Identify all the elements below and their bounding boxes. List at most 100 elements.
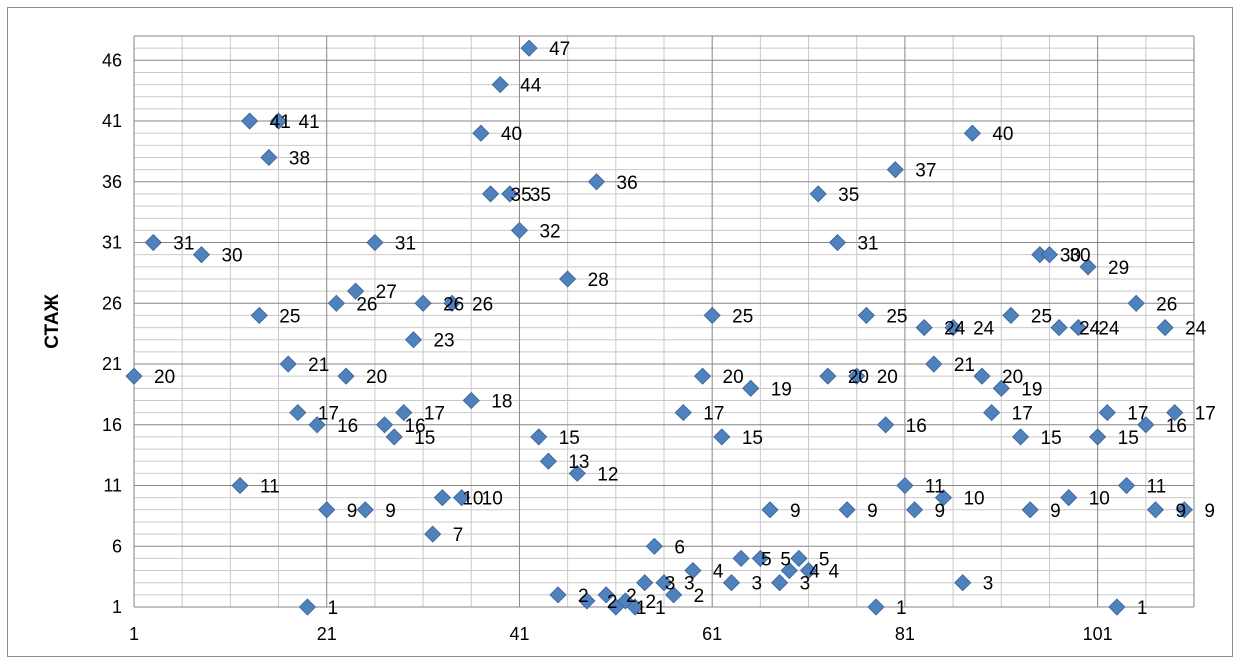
data-point [944, 319, 962, 337]
data-point [404, 331, 423, 349]
data-label: 1 [1137, 598, 1148, 619]
data-label: 17 [318, 404, 339, 425]
data-point [1166, 404, 1184, 422]
data-point [771, 574, 789, 592]
data-label: 17 [1195, 404, 1216, 425]
data-point [992, 379, 1010, 397]
data-label: 20 [848, 367, 869, 388]
data-label: 30 [1060, 246, 1081, 267]
data-label: 4 [809, 562, 820, 583]
data-label: 12 [597, 464, 618, 485]
data-label: 32 [539, 221, 560, 242]
data-point [877, 416, 895, 434]
data-label: 3 [800, 574, 811, 595]
data-label: 24 [973, 319, 995, 340]
data-point [925, 355, 943, 373]
data-label: 3 [684, 574, 695, 595]
data-label: 4 [713, 562, 724, 583]
y-tick-label: 16 [102, 415, 122, 435]
data-point [327, 294, 345, 312]
data-point [260, 148, 278, 167]
data-point [1002, 306, 1020, 324]
data-point [636, 574, 654, 592]
data-point [1021, 501, 1039, 519]
data-label: 25 [732, 306, 753, 327]
data-label: 7 [453, 525, 464, 546]
x-tick-label: 21 [317, 624, 337, 644]
data-point [732, 549, 750, 567]
data-point [828, 233, 847, 252]
data-label: 25 [886, 306, 907, 327]
data-label: 41 [270, 112, 291, 133]
y-tick-label: 1 [112, 597, 122, 617]
y-axis-title: СТАЖ [42, 293, 63, 348]
data-label: 21 [308, 355, 329, 376]
data-label: 24 [944, 319, 966, 340]
data-label: 11 [925, 477, 945, 498]
data-point [462, 391, 480, 410]
data-label: 5 [761, 549, 772, 570]
data-point [424, 525, 442, 543]
data-point [414, 294, 432, 312]
data-point [1117, 476, 1136, 495]
data-point [722, 574, 741, 592]
data-label: 44 [520, 76, 542, 97]
data-point [1137, 416, 1155, 434]
data-label: 35 [838, 185, 859, 206]
data-label: 35 [530, 185, 551, 206]
data-point [279, 355, 297, 373]
x-tick-label: 1 [129, 624, 139, 644]
data-label: 28 [588, 270, 609, 291]
data-label: 31 [857, 234, 878, 255]
data-label: 40 [501, 124, 522, 145]
data-label: 15 [414, 428, 435, 449]
data-point [626, 598, 644, 616]
y-tick-label: 41 [102, 111, 122, 131]
data-label: 29 [1108, 258, 1129, 279]
data-label: 16 [1166, 416, 1187, 437]
data-point [973, 367, 991, 385]
data-point [905, 501, 924, 519]
data-point [1146, 501, 1165, 519]
data-label: 17 [1127, 404, 1148, 425]
data-point [289, 404, 307, 422]
data-point [144, 233, 162, 252]
data-label: 10 [1089, 489, 1110, 510]
data-point [963, 124, 981, 142]
data-label: 23 [433, 331, 454, 352]
x-tick-label: 41 [509, 624, 529, 644]
data-label: 31 [173, 234, 194, 255]
data-point [1060, 489, 1078, 507]
data-label: 20 [1002, 367, 1023, 388]
data-label: 35 [511, 185, 532, 206]
data-point [1108, 598, 1126, 616]
data-point [385, 428, 403, 446]
data-point [742, 379, 760, 397]
data-label: 24 [1098, 319, 1120, 340]
data-point [578, 592, 596, 610]
data-label: 21 [954, 355, 975, 376]
data-point [298, 598, 317, 616]
y-tick-label: 36 [102, 172, 122, 192]
data-label: 11 [1147, 477, 1167, 498]
data-label: 15 [559, 428, 580, 449]
data-point [645, 537, 663, 555]
grid [133, 35, 1195, 608]
y-tick-label: 21 [102, 354, 122, 374]
data-point [1127, 294, 1145, 312]
data-label: 9 [347, 501, 358, 522]
data-label: 17 [1012, 404, 1033, 425]
data-point [241, 112, 259, 130]
data-point [530, 428, 548, 446]
data-point [481, 185, 500, 203]
data-point [713, 428, 731, 446]
data-point [192, 246, 211, 264]
data-point [366, 233, 384, 252]
data-point [799, 561, 818, 580]
data-point [395, 404, 413, 422]
data-label: 30 [1069, 246, 1090, 267]
data-point [1175, 501, 1193, 519]
data-label: 1 [636, 598, 647, 619]
data-label: 27 [376, 282, 397, 303]
